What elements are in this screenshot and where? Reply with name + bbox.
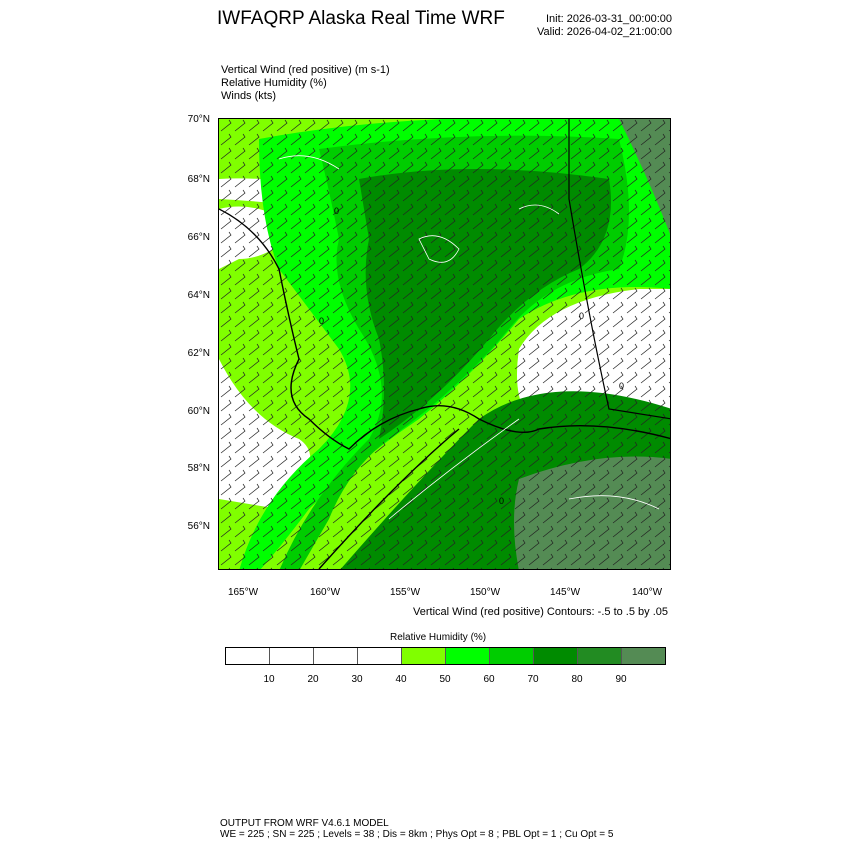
contour-label: 0 [619, 381, 624, 391]
colorbar-label: 40 [395, 674, 407, 685]
lat-label: 60°N [187, 406, 210, 417]
colorbar-swatch [446, 648, 490, 664]
colorbar-label: 20 [307, 674, 319, 685]
lat-label: 58°N [187, 463, 210, 474]
border-canada [568, 119, 670, 420]
contour-lines [278, 155, 660, 520]
colorbar-title: Relative Humidity (%) [390, 632, 487, 643]
plot-title: IWFAQRP Alaska Real Time WRF [217, 8, 505, 29]
contour-labels: 0 0 0 0 0 [319, 206, 624, 506]
colorbar-swatch [358, 648, 402, 664]
contour-label: 0 [579, 311, 584, 321]
map-svg: 0 0 0 0 0 [219, 119, 670, 569]
field-winds: Winds (kts) [221, 90, 276, 102]
colorbar-label: 30 [351, 674, 363, 685]
coastline [219, 208, 670, 569]
lat-label: 70°N [187, 114, 210, 125]
colorbar-label: 80 [571, 674, 583, 685]
lon-label: 145°W [549, 587, 581, 598]
colorbar-swatch [578, 648, 622, 664]
footer-model: OUTPUT FROM WRF V4.6.1 MODEL [220, 818, 389, 829]
colorbar-swatch [490, 648, 534, 664]
colorbar-label: 70 [527, 674, 539, 685]
colorbar-swatch [314, 648, 358, 664]
colorbar-swatch [270, 648, 314, 664]
colorbar [225, 647, 666, 665]
footer-config: WE = 225 ; SN = 225 ; Levels = 38 ; Dis … [220, 829, 614, 840]
init-time: Init: 2026-03-31_00:00:00 [546, 13, 672, 25]
lon-label: 140°W [631, 587, 663, 598]
lat-label: 66°N [187, 232, 210, 243]
colorbar-swatch [226, 648, 270, 664]
colorbar-label: 90 [615, 674, 627, 685]
lon-label: 165°W [227, 587, 259, 598]
lon-label: 150°W [469, 587, 501, 598]
field-relative-humidity: Relative Humidity (%) [221, 77, 327, 89]
contour-note: Vertical Wind (red positive) Contours: -… [413, 606, 668, 618]
lat-label: 62°N [187, 348, 210, 359]
wind-barbs [219, 119, 670, 569]
colorbar-swatch [534, 648, 578, 664]
colorbar-label: 10 [263, 674, 275, 685]
colorbar-swatch [402, 648, 446, 664]
lat-label: 64°N [187, 290, 210, 301]
colorbar-label: 60 [483, 674, 495, 685]
colorbar-label: 50 [439, 674, 451, 685]
colorbar-swatch [622, 648, 665, 664]
contour-label: 0 [334, 206, 339, 216]
lat-label: 68°N [187, 174, 210, 185]
contour-label: 0 [499, 496, 504, 506]
valid-time: Valid: 2026-04-02_21:00:00 [537, 26, 672, 38]
contour-label: 0 [319, 316, 324, 326]
lon-label: 155°W [389, 587, 421, 598]
lon-label: 160°W [309, 587, 341, 598]
field-vertical-wind: Vertical Wind (red positive) (m s-1) [221, 64, 390, 76]
lat-label: 56°N [187, 521, 210, 532]
map-plot: 0 0 0 0 0 [218, 118, 671, 570]
